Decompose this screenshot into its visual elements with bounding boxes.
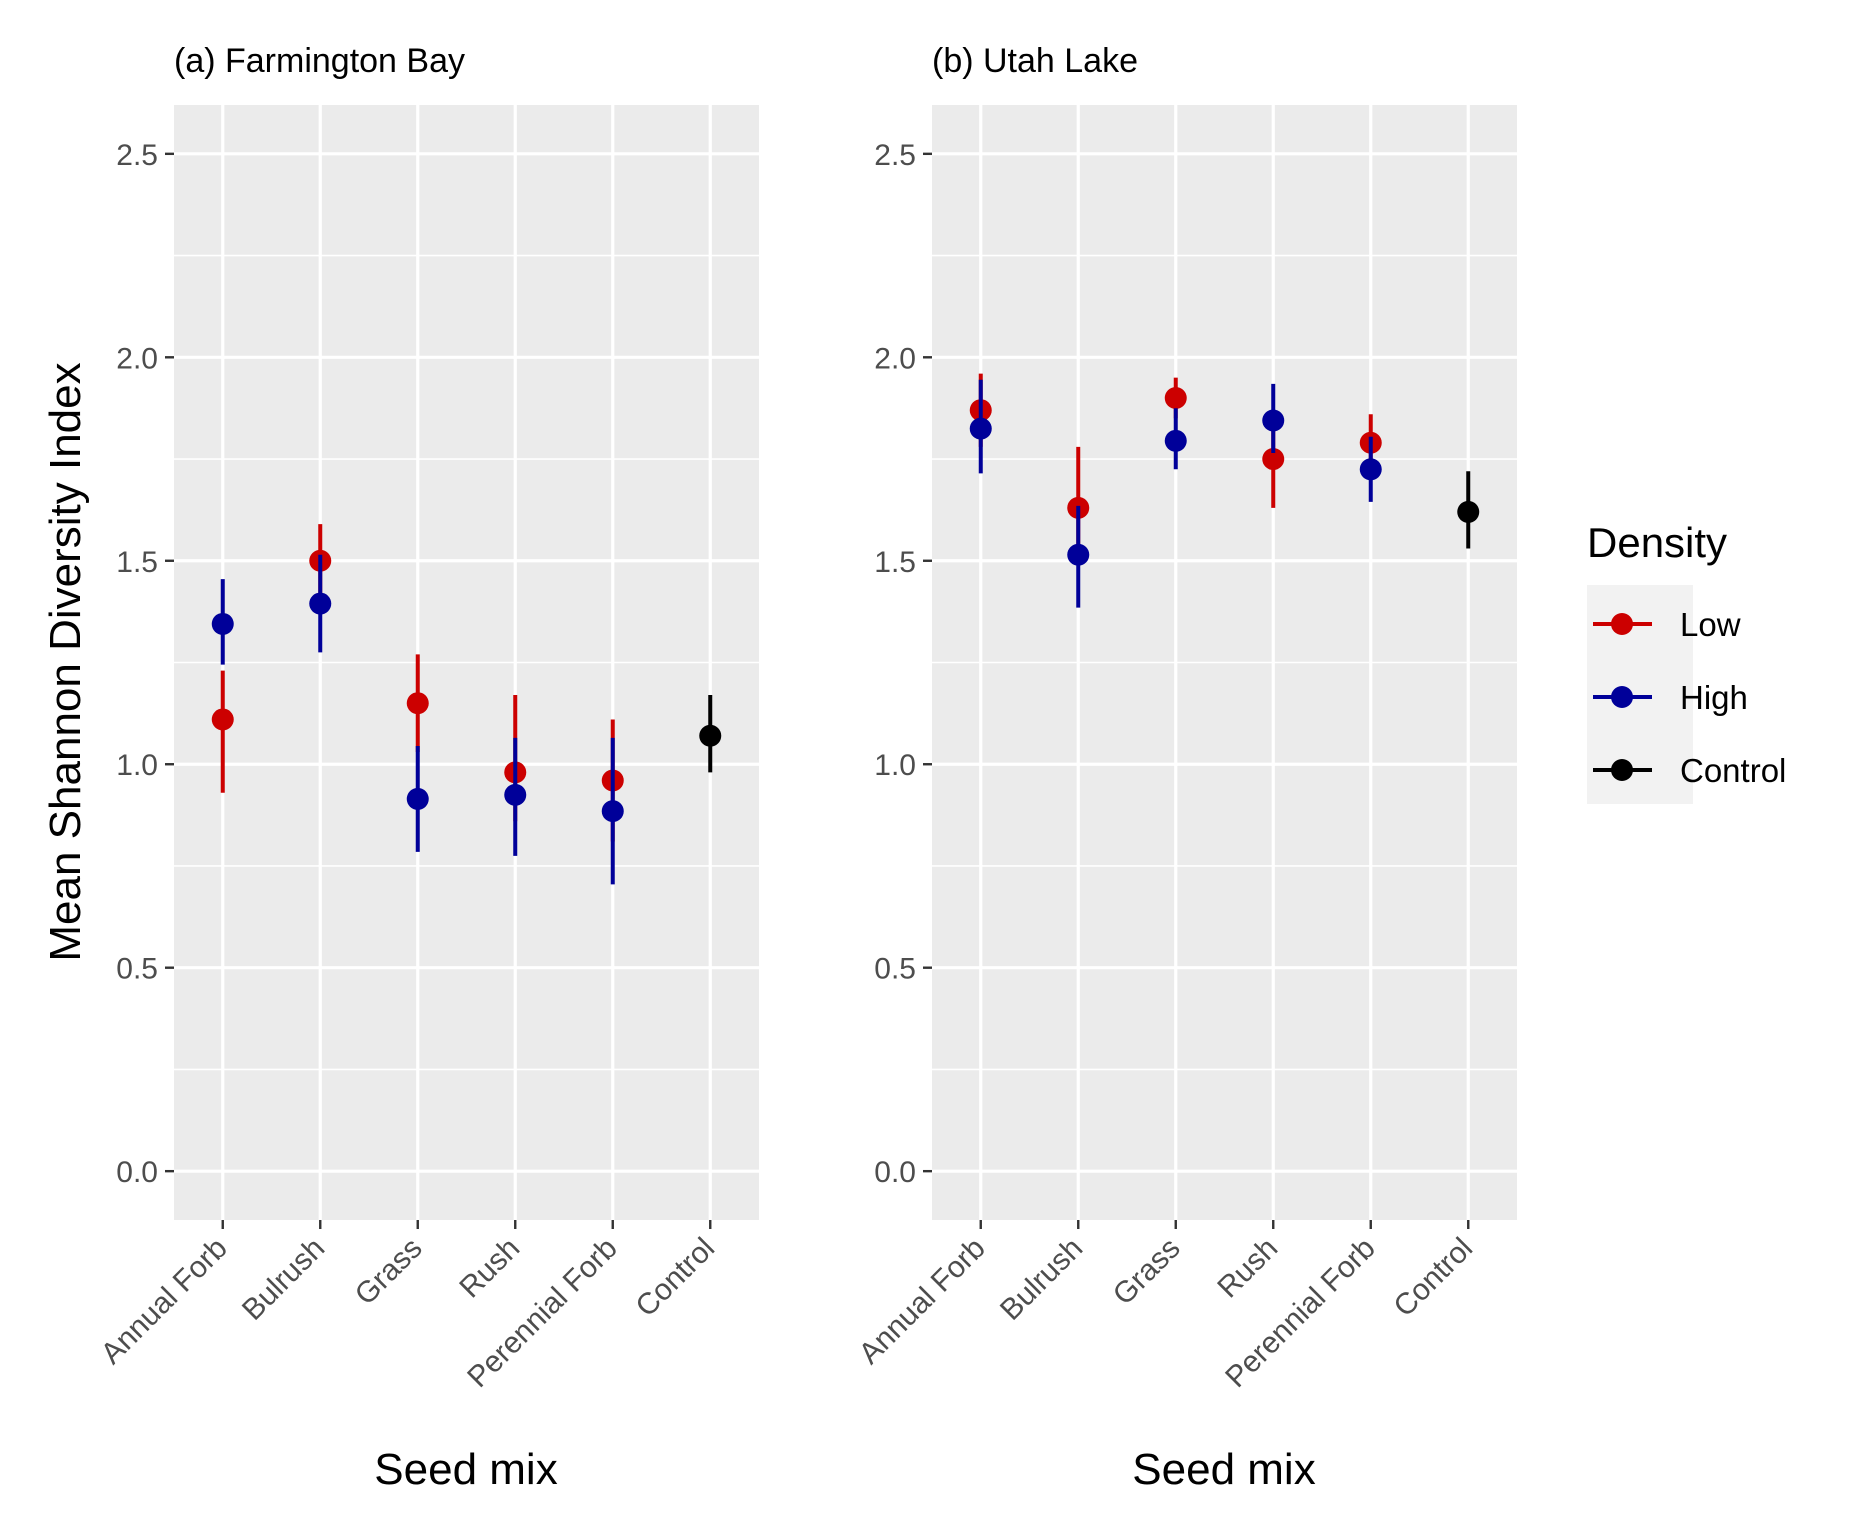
data-point xyxy=(1164,429,1187,452)
legend-key-point xyxy=(1611,686,1633,708)
data-point xyxy=(601,800,624,823)
legend-label: High xyxy=(1680,679,1748,716)
data-point xyxy=(969,417,992,440)
legend-label: Low xyxy=(1680,606,1741,643)
panel-utah-lake: (b) Utah Lake 0.00.51.01.52.02.5 Annual … xyxy=(853,42,1517,1494)
data-point xyxy=(699,724,722,747)
data-point xyxy=(406,692,429,715)
panel-title: (b) Utah Lake xyxy=(932,42,1138,80)
data-point xyxy=(406,787,429,810)
data-marks xyxy=(211,524,722,885)
series-high xyxy=(969,379,1382,608)
x-axis-title: Seed mix xyxy=(1132,1445,1315,1494)
data-point xyxy=(504,783,527,806)
y-tick-label: 2.5 xyxy=(116,139,158,172)
data-point xyxy=(1262,409,1285,432)
y-axis: 0.0 0.5 1.0 1.5 2.0 2.5 xyxy=(116,139,174,1189)
data-point xyxy=(211,612,234,635)
y-tick-label: 2.0 xyxy=(874,342,916,375)
legend-key-point xyxy=(1611,759,1633,781)
series-high xyxy=(211,554,624,885)
data-point xyxy=(1359,458,1382,481)
legend-items: Low High Control xyxy=(1593,606,1786,789)
data-point xyxy=(211,708,234,731)
y-tick-label: 2.0 xyxy=(116,342,158,375)
data-point xyxy=(1262,448,1285,471)
legend-key-point xyxy=(1611,613,1633,635)
series-control xyxy=(699,695,722,773)
y-tick-label: 2.5 xyxy=(874,139,916,172)
y-tick-label: 1.0 xyxy=(116,749,158,782)
gridlines xyxy=(932,105,1517,1220)
y-axis-title: Mean Shannon Diversity Index xyxy=(41,362,90,961)
y-tick-label: 0.0 xyxy=(116,1156,158,1189)
gridlines xyxy=(174,105,759,1220)
y-tick-label: 1.5 xyxy=(116,546,158,579)
legend-key-background xyxy=(1587,585,1693,804)
data-marks xyxy=(969,373,1480,608)
series-control xyxy=(1457,471,1480,549)
x-axis-title: Seed mix xyxy=(374,1445,557,1494)
data-point xyxy=(309,592,332,615)
panel-title: (a) Farmington Bay xyxy=(174,42,465,80)
y-tick-label: 1.5 xyxy=(874,546,916,579)
data-point xyxy=(1067,543,1090,566)
y-tick-label: 1.0 xyxy=(874,749,916,782)
legend: Density Low High Control xyxy=(1587,519,1786,804)
data-point xyxy=(1457,500,1480,523)
legend-label: Control xyxy=(1680,752,1786,789)
data-point xyxy=(1164,386,1187,409)
series-low xyxy=(969,373,1382,561)
legend-title: Density xyxy=(1587,519,1727,566)
y-tick-label: 0.5 xyxy=(116,953,158,986)
y-tick-label: 0.5 xyxy=(874,953,916,986)
y-axis: 0.0 0.5 1.0 1.5 2.0 2.5 xyxy=(874,139,932,1189)
y-tick-label: 0.0 xyxy=(874,1156,916,1189)
